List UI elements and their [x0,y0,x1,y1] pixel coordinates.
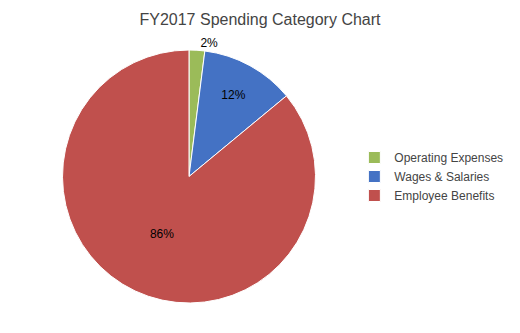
svg-text:12%: 12% [221,88,245,102]
svg-text:86%: 86% [150,227,174,241]
svg-text:Operating Expenses: Operating Expenses [394,151,503,165]
svg-text:Wages & Salaries: Wages & Salaries [394,170,489,184]
svg-text:FY2017 Spending Category Chart: FY2017 Spending Category Chart [139,11,381,28]
svg-text:Employee Benefits: Employee Benefits [394,189,494,203]
svg-text:2%: 2% [200,36,218,50]
